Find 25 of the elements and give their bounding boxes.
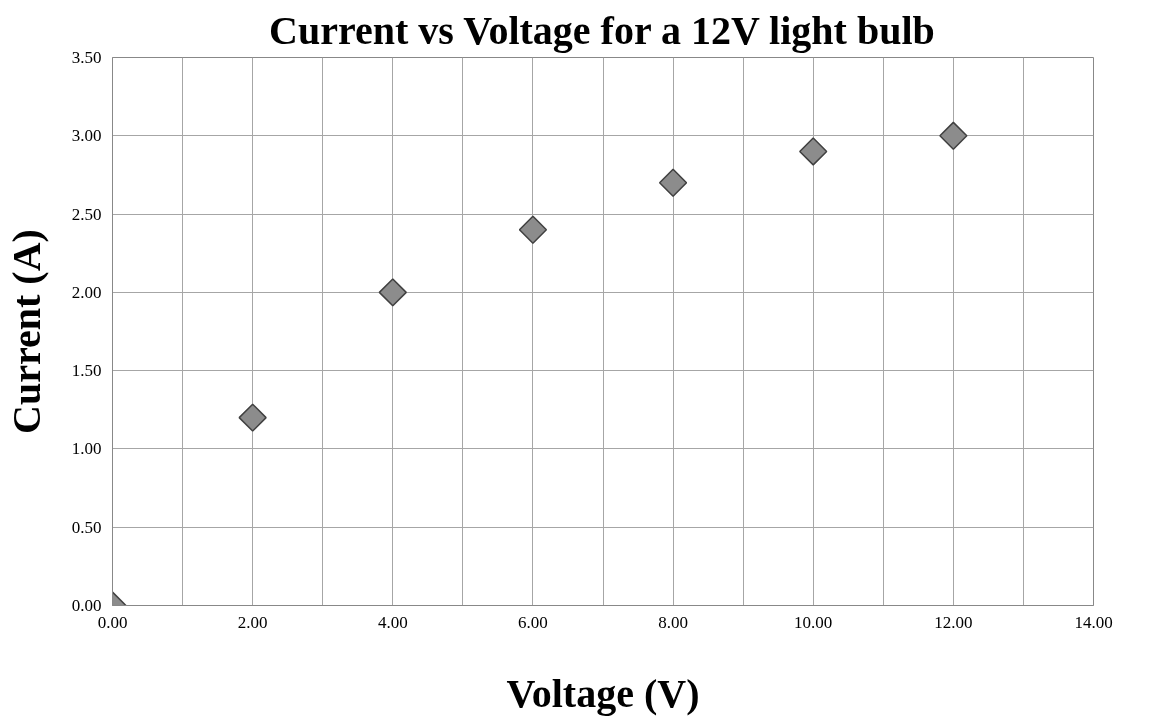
y-tick-label: 0.00: [71, 596, 102, 615]
x-axis-title: Voltage (V): [506, 670, 700, 716]
point: [238, 403, 267, 432]
y-tick-label: 1.00: [71, 439, 102, 459]
point: [799, 137, 828, 166]
x-tick-label: 6.00: [518, 612, 548, 632]
y-tick-label: 2.50: [71, 204, 102, 224]
y-tick-label: 3.50: [71, 48, 102, 67]
y-tick-label: 3.00: [71, 126, 102, 146]
x-tick-label: 14.00: [1074, 612, 1113, 632]
y-tick-label: 2.00: [71, 282, 102, 302]
point: [518, 215, 548, 244]
point: [939, 121, 968, 150]
y-tick-label: 1.50: [71, 361, 102, 381]
y-tick-label: 0.50: [71, 517, 102, 537]
x-tick-label: 12.00: [934, 612, 973, 632]
x-tick-label: 4.00: [377, 612, 408, 632]
chart-title: Current vs Voltage for a 12V light bulb: [269, 7, 935, 53]
x-tick-label: 10.00: [794, 612, 833, 632]
x-tick-label: 8.00: [658, 612, 688, 632]
point: [378, 278, 407, 307]
x-tick-label: 0.00: [97, 612, 128, 632]
y-axis-title: Current (A): [3, 229, 49, 434]
x-tick-label: 2.00: [237, 612, 268, 632]
point: [658, 168, 688, 197]
